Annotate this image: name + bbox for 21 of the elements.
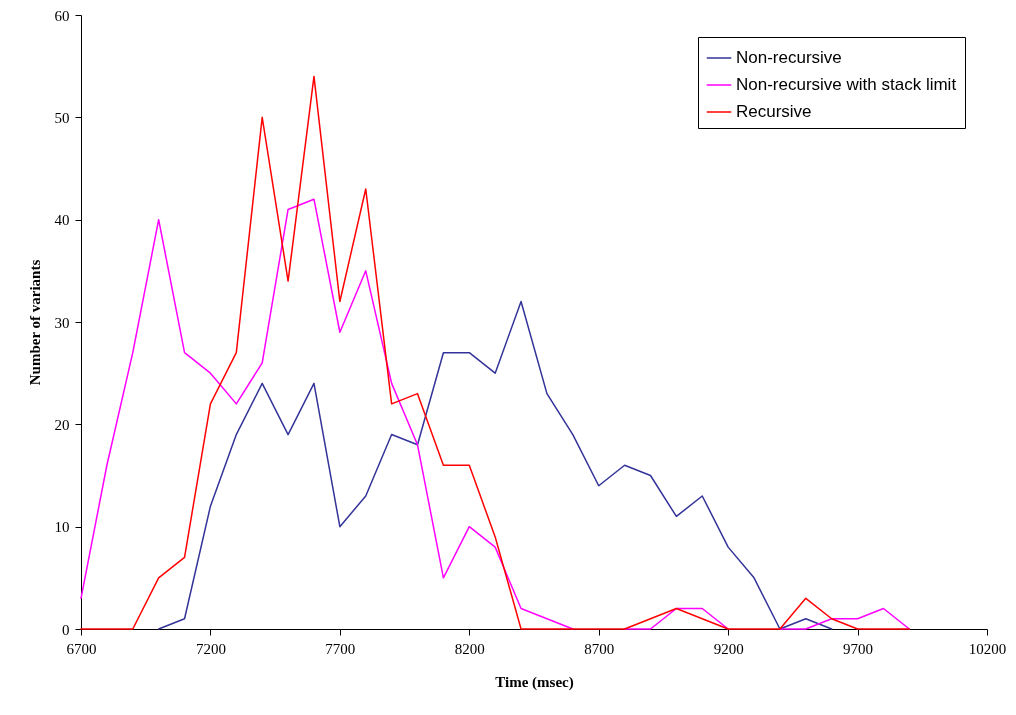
x-tick-label: 7200	[195, 640, 226, 657]
x-tick-label: 9200	[713, 640, 744, 657]
y-tick-label: 40	[54, 212, 70, 229]
x-tick-label: 6700	[66, 640, 97, 657]
y-axis-title: Number of variants	[26, 259, 43, 386]
line-series	[157, 300, 833, 630]
x-axis-title: Time (msec)	[495, 673, 574, 691]
y-tick-label: 20	[54, 416, 70, 433]
y-tick-label: 50	[54, 109, 70, 126]
x-tick-label: 10200	[968, 640, 1007, 657]
x-tick-label: 8200	[454, 640, 485, 657]
y-tick-label: 30	[54, 314, 70, 331]
legend-label: Non-recursive	[736, 48, 842, 67]
legend-label: Recursive	[736, 102, 812, 121]
y-tick-label: 60	[54, 7, 70, 24]
x-tick-label: 8700	[584, 640, 615, 657]
x-tick-label: 7700	[325, 640, 356, 657]
y-tick-label: 0	[62, 621, 70, 638]
x-tick-label: 9700	[843, 640, 874, 657]
legend-label: Non-recursive with stack limit	[736, 75, 957, 94]
y-tick-label: 10	[54, 519, 70, 536]
